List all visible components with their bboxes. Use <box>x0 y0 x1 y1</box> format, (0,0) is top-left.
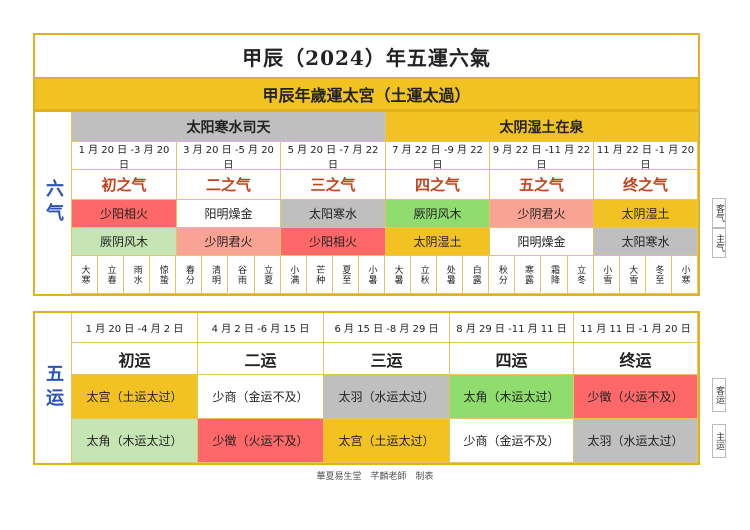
guest-yun-tag: 客运 <box>712 378 726 412</box>
wuyun-host-1: 太角（木运太过） <box>72 419 198 463</box>
solar-term: 大雪 <box>619 256 646 294</box>
liuqi-dates-2: 3 月 20 日 -5 月 20 日 <box>177 142 281 171</box>
liuqi-host-5: 阳明燥金 <box>490 228 594 256</box>
solar-term: 谷雨 <box>228 256 255 294</box>
wuyun-stage-2: 二运 <box>198 343 324 375</box>
wuyun-host-3: 太宫（土运太过） <box>324 419 450 463</box>
solar-term: 秋分 <box>489 256 516 294</box>
solar-term: 霜降 <box>541 256 568 294</box>
solar-term: 立冬 <box>567 256 594 294</box>
wuyun-guest-3: 太羽（水运太过） <box>324 375 450 419</box>
liuqi-guest-3: 太阳寒水 <box>281 200 386 228</box>
solar-term: 立夏 <box>254 256 281 294</box>
wuyun-host-5: 太羽（水运太过） <box>574 419 698 463</box>
liuqi-dates-6: 11 月 22 日 -1 月 20 日 <box>594 142 698 171</box>
liuqi-guest-1: 少阳相火 <box>72 200 177 228</box>
solar-term: 冬至 <box>645 256 672 294</box>
liuqi-dates-5: 9 月 22 日 -11 月 22 日 <box>490 142 594 171</box>
solar-term: 处暑 <box>437 256 464 294</box>
liuqi-dates-3: 5 月 20 日 -7 月 22 日 <box>281 142 386 171</box>
solar-term: 小暑 <box>358 256 385 294</box>
page-title: 甲辰（2024）年五運六氣 <box>33 33 700 77</box>
solar-term: 芒种 <box>306 256 333 294</box>
liuqi-stage-3: 三之气 <box>281 170 386 200</box>
solar-term: 小满 <box>280 256 307 294</box>
wuyun-guest-1: 太宫（土运太过） <box>72 375 198 419</box>
solar-term: 夏至 <box>332 256 359 294</box>
wuyun-dates-3: 6 月 15 日 -8 月 29 日 <box>324 313 450 343</box>
wuyun-stage-3: 三运 <box>324 343 450 375</box>
liuqi-side-label: 六气 <box>35 112 72 294</box>
liuqi-guest-6: 太阴湿土 <box>594 200 698 228</box>
wuyun-dates-4: 8 月 29 日 -11 月 11 日 <box>450 313 574 343</box>
liuqi-stage-1: 初之气 <box>72 170 177 200</box>
liuqi-host-1: 厥阴风木 <box>72 228 177 256</box>
footer-credit: 華夏易生堂 芊麟老師 制表 <box>316 471 434 482</box>
liuqi-host-3: 少阳相火 <box>281 228 386 256</box>
solar-term: 春分 <box>176 256 203 294</box>
solar-term: 清明 <box>202 256 229 294</box>
guest-qi-tag: 客气 <box>712 198 726 228</box>
wuyun-stage-4: 四运 <box>450 343 574 375</box>
liuqi-host-4: 太阴湿土 <box>386 228 490 256</box>
solar-term: 寒露 <box>515 256 542 294</box>
solar-term: 雨水 <box>124 256 151 294</box>
liuqi-dates-1: 1 月 20 日 -3 月 20 日 <box>72 142 177 171</box>
liuqi-guest-5: 少阴君火 <box>490 200 594 228</box>
wuyun-guest-4: 太角（木运太过） <box>450 375 574 419</box>
liuqi-host-6: 太阳寒水 <box>594 228 698 256</box>
solar-term: 大寒 <box>72 256 99 294</box>
liuqi-stage-5: 五之气 <box>490 170 594 200</box>
wuyun-dates-1: 1 月 20 日 -4 月 2 日 <box>72 313 198 343</box>
wuyun-dates-2: 4 月 2 日 -6 月 15 日 <box>198 313 324 343</box>
solar-term: 大暑 <box>385 256 412 294</box>
host-yun-tag: 主运 <box>712 424 726 458</box>
wuyun-host-4: 少商（金运不及） <box>450 419 574 463</box>
solar-term: 立秋 <box>411 256 438 294</box>
liuqi-section: 六气 太阳寒水司天 太阴湿土在泉 1 月 20 日 -3 月 20 日 3 月 … <box>33 110 700 296</box>
solar-term: 立春 <box>98 256 125 294</box>
year-header: 甲辰年歲運太宮（土運太過） <box>33 77 700 111</box>
liuqi-guest-2: 阳明燥金 <box>177 200 281 228</box>
wuyun-guest-2: 少商（金运不及） <box>198 375 324 419</box>
zai-quan-header: 太阴湿土在泉 <box>386 112 698 142</box>
solar-terms-row: 大寒 立春 雨水 惊蛰 春分 清明 谷雨 立夏 小满 芒种 夏至 小暑 大暑 立秋 处暑 白露 秋分 寒露 霜降 立冬… <box>72 256 698 294</box>
liuqi-host-2: 少阴君火 <box>177 228 281 256</box>
solar-term: 白露 <box>463 256 490 294</box>
wuyun-stage-5: 终运 <box>574 343 698 375</box>
liuqi-stage-6: 终之气 <box>594 170 698 200</box>
wuyun-section: 五运 1 月 20 日 -4 月 2 日 4 月 2 日 -6 月 15 日 6… <box>33 311 700 465</box>
liuqi-stage-4: 四之气 <box>386 170 490 200</box>
liuqi-guest-4: 厥阴风木 <box>386 200 490 228</box>
wuyun-host-2: 少徵（火运不及） <box>198 419 324 463</box>
wuyun-guest-5: 少徵（火运不及） <box>574 375 698 419</box>
liuqi-dates-4: 7 月 22 日 -9 月 22 日 <box>386 142 490 171</box>
wuyun-stage-1: 初运 <box>72 343 198 375</box>
wuyun-dates-5: 11 月 11 日 -1 月 20 日 <box>574 313 698 343</box>
solar-term: 小雪 <box>593 256 620 294</box>
liuqi-stage-2: 二之气 <box>177 170 281 200</box>
solar-term: 惊蛰 <box>150 256 177 294</box>
host-qi-tag: 主气 <box>712 228 726 258</box>
wuyun-side-label: 五运 <box>35 313 72 463</box>
si-tian-header: 太阳寒水司天 <box>72 112 386 142</box>
solar-term: 小寒 <box>671 256 698 294</box>
